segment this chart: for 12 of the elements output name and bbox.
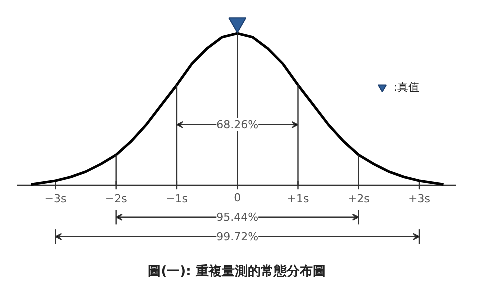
x-tick-label: +2s (348, 192, 370, 206)
x-tick-label: +1s (287, 192, 310, 206)
text: 95.44% (216, 210, 259, 224)
x-tick-label: +3s (408, 192, 431, 206)
x-tick-label: 0 (234, 192, 242, 205)
text: 99.72% (216, 230, 259, 244)
x-tick-label: −3s (44, 192, 67, 206)
x-tick-label: −1s (166, 192, 188, 206)
x-tick-label: −2s (105, 192, 128, 206)
legend-label: :真值 (394, 80, 420, 94)
annotation: 68.26% (216, 118, 259, 132)
text: 圖(一): 重複量測的常態分布圖 (148, 264, 326, 280)
